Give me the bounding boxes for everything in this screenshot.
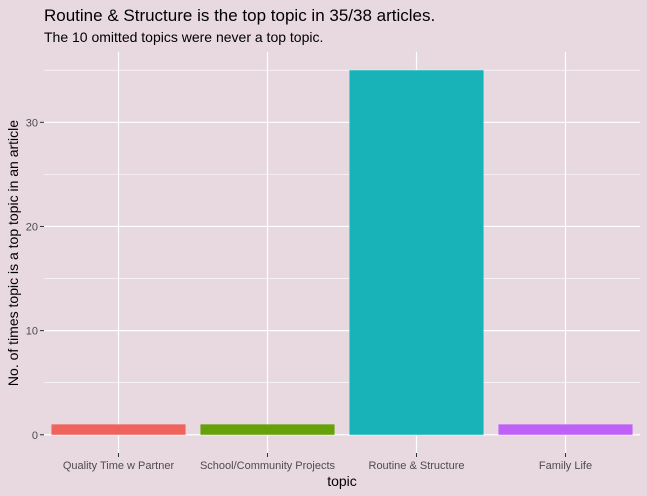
x-tick-label: Family Life [539, 460, 592, 472]
y-tick-label: 10 [26, 326, 38, 338]
bar-quality-time-w-partner [51, 424, 186, 435]
y-tick-label: 20 [26, 221, 38, 233]
bar-routine-structure [349, 70, 484, 435]
x-tick-label: School/Community Projects [200, 460, 336, 472]
x-tick-label: Quality Time w Partner [63, 460, 175, 472]
plot-panel: 0 10 20 30 Quality Time w Partner School/Comm… [26, 52, 640, 472]
y-axis-title: No. of times topic is a top topic in an … [5, 120, 21, 386]
y-tick-label: 0 [32, 430, 38, 442]
y-tick-label: 30 [26, 117, 38, 129]
x-axis-title: topic [327, 473, 357, 489]
x-tick-label: Routine & Structure [369, 460, 465, 472]
chart-title: Routine & Structure is the top topic in … [44, 6, 435, 25]
bar-family-life [498, 424, 633, 435]
bar-school-community-projects [200, 424, 335, 435]
chart-subtitle: The 10 omitted topics were never a top t… [44, 29, 323, 45]
